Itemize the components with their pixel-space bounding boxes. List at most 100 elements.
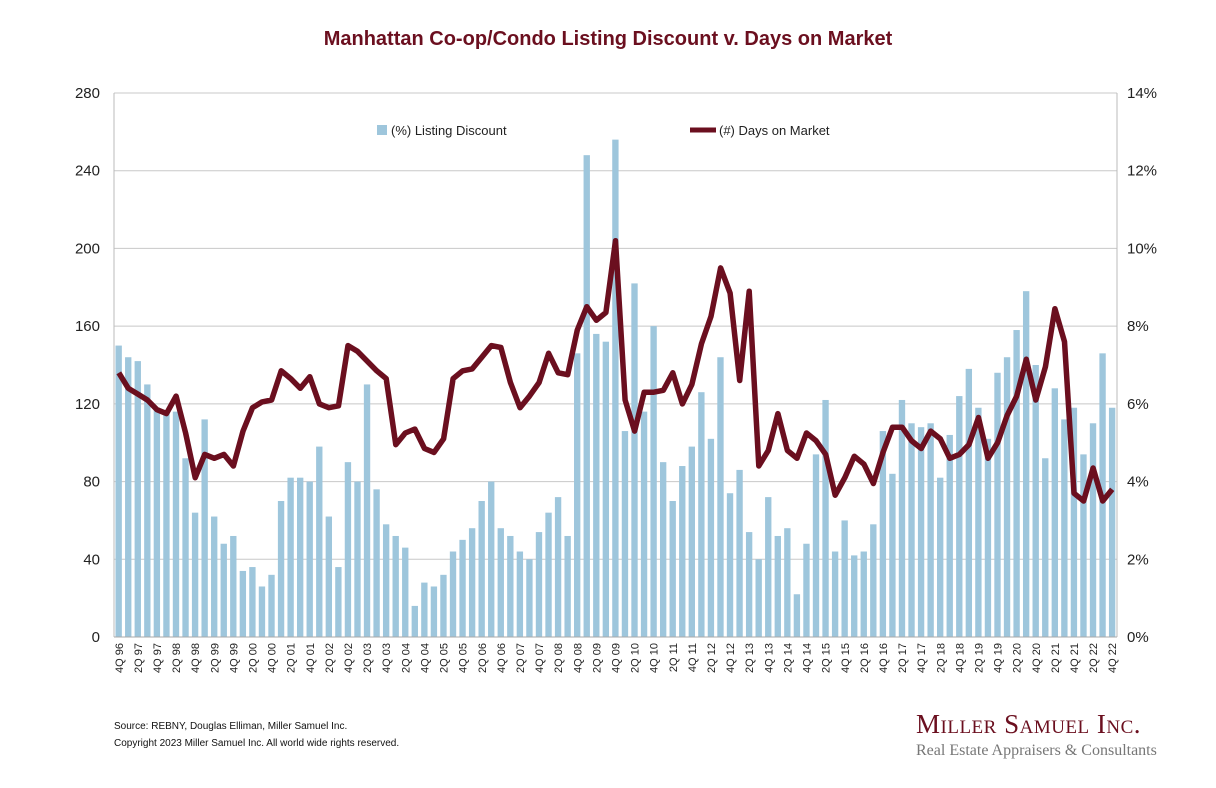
x-tick-label: 4Q 13	[763, 643, 775, 673]
x-tick-label: 2Q 98	[171, 643, 183, 673]
right-tick-label: 2%	[1127, 551, 1149, 568]
bar-listing-discount	[507, 535, 514, 637]
bar-listing-discount	[153, 407, 161, 637]
bar-listing-discount	[860, 551, 867, 637]
bar-listing-discount	[363, 384, 371, 637]
bar-listing-discount	[946, 434, 953, 637]
x-tick-label: 2Q 22	[1088, 643, 1100, 673]
x-tick-label: 4Q 20	[1031, 643, 1043, 673]
bar-listing-discount	[373, 489, 380, 637]
chart-plot: 0 40 80 120 160 200 240 280 0% 2% 4% 6% 8% 10% 12% 14% 4…	[75, 85, 1157, 673]
right-tick-label: 0%	[1127, 629, 1149, 646]
right-tick-label: 8%	[1127, 318, 1149, 335]
left-tick-label: 0	[92, 629, 100, 646]
company-tagline: Real Estate Appraisers & Consultants	[916, 742, 1157, 759]
bar-listing-discount	[497, 528, 504, 637]
bar-listing-discount	[354, 481, 361, 637]
x-tick-label: 2Q 17	[897, 643, 909, 673]
bar-listing-discount	[765, 497, 772, 637]
bar-listing-discount	[841, 520, 848, 637]
x-tick-label: 2Q 99	[209, 643, 221, 673]
x-tick-label: 2Q 00	[248, 643, 260, 673]
bar-listing-discount	[335, 567, 342, 637]
company-logo: Miller Samuel Inc.	[916, 709, 1142, 739]
bar-listing-discount	[707, 438, 715, 637]
x-tick-label: 2Q 07	[515, 643, 527, 673]
bar-listing-discount	[908, 423, 915, 637]
bar-listing-discount	[402, 547, 409, 637]
x-tick-label: 2Q 19	[973, 643, 985, 673]
source-note: Source: REBNY, Douglas Elliman, Miller S…	[114, 721, 348, 732]
left-tick-label: 40	[83, 551, 100, 568]
bar-listing-discount	[726, 493, 734, 637]
left-tick-label: 120	[75, 396, 100, 413]
x-tick-label: 4Q 07	[534, 643, 546, 673]
bar-listing-discount	[1080, 454, 1087, 637]
bar-listing-discount	[793, 594, 801, 637]
bar-listing-discount	[296, 477, 304, 637]
bar-listing-discount	[430, 586, 438, 637]
x-tick-label: 4Q 99	[228, 643, 240, 673]
bar-listing-discount	[784, 528, 791, 637]
bar-listing-discount	[774, 535, 781, 637]
left-tick-label: 160	[75, 318, 100, 335]
bar-listing-discount	[812, 454, 820, 637]
bar-listing-discount	[669, 501, 676, 637]
bar-listing-discount	[984, 438, 992, 637]
x-tick-label: 4Q 16	[878, 643, 890, 673]
bar-listing-discount	[440, 574, 447, 637]
bar-listing-discount	[755, 559, 762, 637]
bar-listing-discount	[191, 512, 199, 637]
bar-listing-discount	[1003, 357, 1011, 637]
bar-listing-discount	[1022, 291, 1030, 637]
x-tick-label: 2Q 01	[286, 643, 298, 673]
bar-listing-discount	[277, 501, 285, 637]
x-tick-label: 2Q 09	[591, 643, 603, 673]
bar-listing-discount	[745, 532, 753, 637]
x-tick-label: 4Q 98	[190, 643, 202, 673]
left-tick-label: 80	[83, 474, 100, 491]
bar-listing-discount	[1013, 330, 1020, 637]
x-tick-label: 2Q 16	[859, 643, 871, 673]
bar-listing-discount	[182, 458, 189, 637]
right-tick-label: 4%	[1127, 474, 1149, 491]
bar-listing-discount	[889, 473, 896, 637]
bar-listing-discount	[679, 466, 686, 637]
bar-listing-discount	[927, 423, 934, 637]
bar-listing-discount	[449, 551, 457, 637]
bar-listing-discount	[382, 524, 390, 637]
bar-listing-discount	[803, 543, 810, 637]
left-tick-label: 240	[75, 163, 100, 180]
bar-listing-discount	[220, 543, 227, 637]
bar-listing-discount	[917, 427, 925, 637]
right-tick-label: 10%	[1127, 240, 1157, 257]
bar-listing-discount	[898, 399, 906, 637]
x-tick-label: 2Q 05	[439, 643, 451, 673]
left-tick-label: 280	[75, 85, 100, 102]
bar-listing-discount	[144, 384, 151, 637]
legend-label-days-on-market: (#) Days on Market	[719, 123, 830, 138]
x-tick-label: 2Q 20	[1012, 643, 1024, 673]
x-tick-label: 4Q 96	[114, 643, 126, 673]
bar-listing-discount	[201, 419, 208, 637]
bar-listing-discount	[612, 139, 619, 637]
bar-listing-discount	[650, 326, 657, 637]
bar-listing-discount	[736, 469, 743, 637]
bar-listing-discount	[1070, 407, 1078, 637]
bar-listing-discount	[631, 283, 638, 637]
x-tick-label: 2Q 15	[821, 643, 833, 673]
bar-listing-discount	[316, 446, 323, 637]
bar-listing-discount	[526, 559, 533, 637]
x-tick-label: 4Q 03	[381, 643, 393, 673]
x-tick-label: 2Q 06	[477, 643, 489, 673]
x-tick-label: 4Q 12	[725, 643, 737, 673]
bar-listing-discount	[870, 524, 877, 637]
x-tick-label: 4Q 22	[1107, 643, 1119, 673]
x-tick-label: 4Q 08	[572, 643, 584, 673]
bar-listing-discount	[851, 555, 858, 637]
right-tick-label: 14%	[1127, 85, 1157, 102]
legend-label-listing-discount: (%) Listing Discount	[391, 123, 507, 138]
x-tick-label: 4Q 14	[802, 643, 814, 673]
chart-title: Manhattan Co-op/Condo Listing Discount v…	[323, 28, 893, 50]
x-tick-label: 2Q 18	[935, 643, 947, 673]
